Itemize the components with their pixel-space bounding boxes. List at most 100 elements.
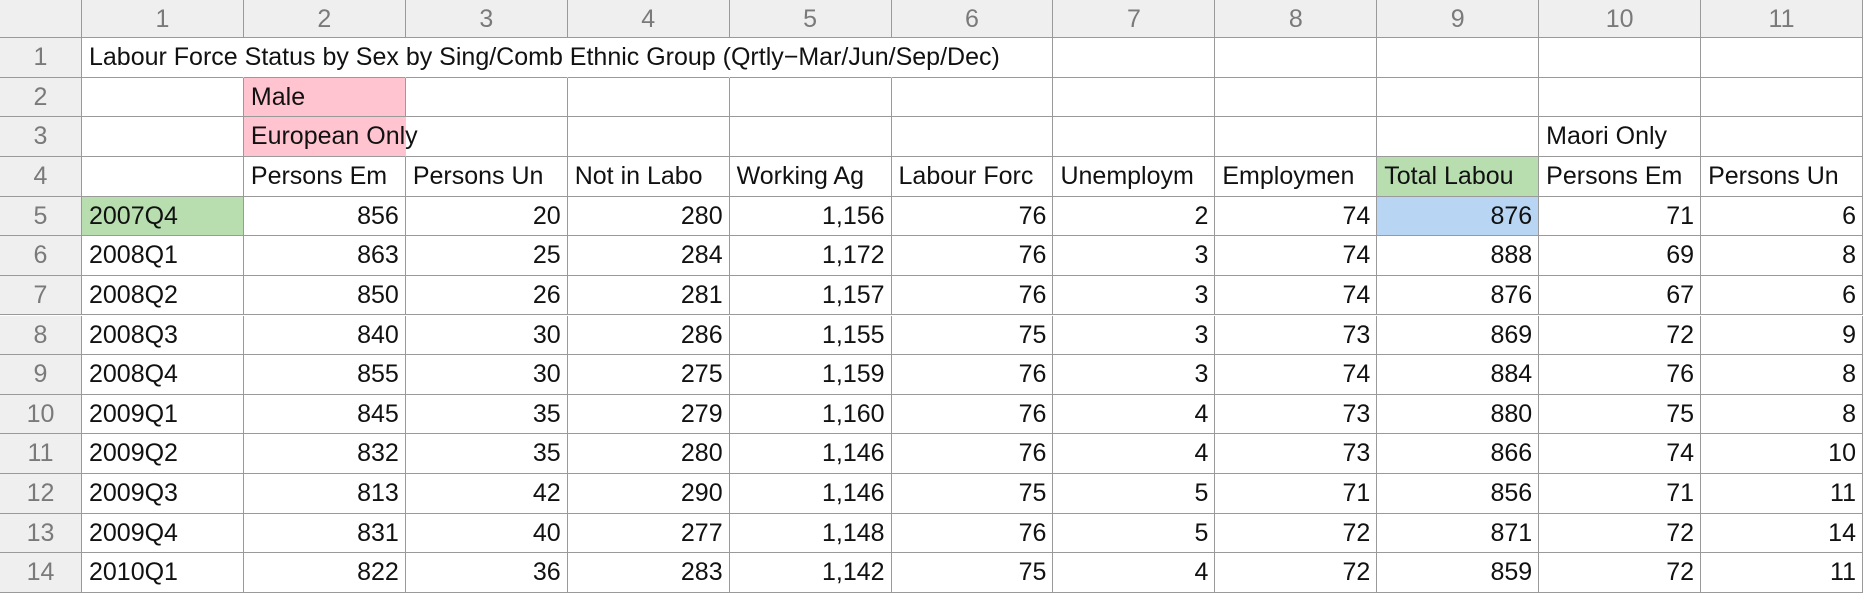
cell[interactable] xyxy=(567,474,730,514)
cell[interactable] xyxy=(891,474,1054,514)
cell[interactable] xyxy=(1701,553,1863,593)
cell[interactable] xyxy=(1053,355,1216,395)
row-header[interactable]: 7 xyxy=(0,275,82,316)
cell[interactable] xyxy=(1215,474,1378,514)
cell[interactable] xyxy=(1701,156,1863,197)
cell[interactable] xyxy=(1701,77,1863,118)
cell[interactable] xyxy=(243,394,406,435)
cell[interactable] xyxy=(1377,553,1540,593)
cell[interactable] xyxy=(1377,156,1540,197)
cell[interactable] xyxy=(1539,156,1702,197)
cell[interactable] xyxy=(891,77,1054,118)
cell[interactable] xyxy=(891,38,1054,78)
row-header[interactable]: 8 xyxy=(0,315,82,356)
cell[interactable] xyxy=(1701,355,1863,395)
cell[interactable] xyxy=(729,355,892,395)
cell[interactable] xyxy=(1053,394,1216,435)
row-header[interactable]: 5 xyxy=(0,196,82,237)
cell[interactable] xyxy=(891,355,1054,395)
cell[interactable] xyxy=(1053,77,1216,118)
cell[interactable] xyxy=(243,236,406,276)
column-header[interactable]: 9 xyxy=(1377,0,1540,38)
cell[interactable] xyxy=(567,236,730,276)
cell[interactable] xyxy=(82,77,244,118)
cell[interactable] xyxy=(729,117,892,157)
cell[interactable] xyxy=(243,38,406,78)
cell[interactable] xyxy=(1215,38,1378,78)
column-header[interactable]: 2 xyxy=(243,0,406,38)
cell[interactable] xyxy=(1377,77,1540,118)
cell[interactable] xyxy=(1053,474,1216,514)
row-header[interactable]: 1 xyxy=(0,38,82,78)
cell[interactable] xyxy=(1053,315,1216,356)
cell[interactable] xyxy=(729,315,892,356)
cell[interactable] xyxy=(82,196,244,237)
cell[interactable] xyxy=(405,315,568,356)
cell[interactable] xyxy=(82,156,244,197)
column-header[interactable]: 10 xyxy=(1539,0,1702,38)
row-header[interactable]: 10 xyxy=(0,394,82,435)
cell[interactable] xyxy=(243,553,406,593)
cell[interactable] xyxy=(729,394,892,435)
cell[interactable] xyxy=(1539,38,1702,78)
cell[interactable] xyxy=(891,434,1054,475)
cell[interactable] xyxy=(1701,117,1863,157)
cell[interactable] xyxy=(891,394,1054,435)
cell[interactable] xyxy=(1377,355,1540,395)
cell[interactable] xyxy=(243,474,406,514)
cell[interactable] xyxy=(729,434,892,475)
cell[interactable] xyxy=(1377,513,1540,554)
cell[interactable] xyxy=(1215,156,1378,197)
cell[interactable] xyxy=(1701,394,1863,435)
cell[interactable] xyxy=(567,355,730,395)
cell[interactable] xyxy=(567,275,730,316)
cell[interactable] xyxy=(1539,434,1702,475)
cell[interactable] xyxy=(891,315,1054,356)
cell[interactable] xyxy=(82,38,244,78)
cell[interactable] xyxy=(1701,474,1863,514)
cell[interactable] xyxy=(1377,474,1540,514)
cell[interactable] xyxy=(1701,434,1863,475)
cell[interactable] xyxy=(1053,275,1216,316)
cell[interactable] xyxy=(405,513,568,554)
cell[interactable] xyxy=(1539,553,1702,593)
cell[interactable] xyxy=(405,434,568,475)
cell[interactable] xyxy=(405,355,568,395)
cell[interactable] xyxy=(82,553,244,593)
column-header[interactable]: 7 xyxy=(1053,0,1216,38)
cell[interactable] xyxy=(729,196,892,237)
column-header[interactable]: 8 xyxy=(1215,0,1378,38)
cell[interactable] xyxy=(1053,156,1216,197)
cell[interactable] xyxy=(1377,394,1540,435)
cell[interactable] xyxy=(1701,275,1863,316)
cell[interactable] xyxy=(82,474,244,514)
cell[interactable] xyxy=(567,77,730,118)
cell[interactable] xyxy=(1701,38,1863,78)
cell[interactable] xyxy=(405,38,568,78)
cell[interactable] xyxy=(1053,434,1216,475)
cell[interactable] xyxy=(1539,117,1702,157)
row-header[interactable]: 12 xyxy=(0,474,82,514)
cell[interactable] xyxy=(82,236,244,276)
row-header[interactable]: 2 xyxy=(0,77,82,118)
cell[interactable] xyxy=(1377,275,1540,316)
cell[interactable] xyxy=(729,474,892,514)
cell[interactable] xyxy=(891,513,1054,554)
cell[interactable] xyxy=(891,275,1054,316)
column-header[interactable]: 5 xyxy=(729,0,892,38)
cell[interactable] xyxy=(1539,236,1702,276)
cell[interactable] xyxy=(729,236,892,276)
cell[interactable] xyxy=(567,196,730,237)
column-header[interactable]: 6 xyxy=(891,0,1054,38)
cell[interactable] xyxy=(405,117,568,157)
row-header[interactable]: 14 xyxy=(0,553,82,593)
cell[interactable] xyxy=(243,77,406,118)
cell[interactable] xyxy=(1215,196,1378,237)
cell[interactable] xyxy=(82,315,244,356)
cell[interactable] xyxy=(1215,434,1378,475)
cell[interactable] xyxy=(1377,236,1540,276)
cell[interactable] xyxy=(243,315,406,356)
cell[interactable] xyxy=(1539,355,1702,395)
column-header[interactable]: 3 xyxy=(405,0,568,38)
cell[interactable] xyxy=(1215,275,1378,316)
